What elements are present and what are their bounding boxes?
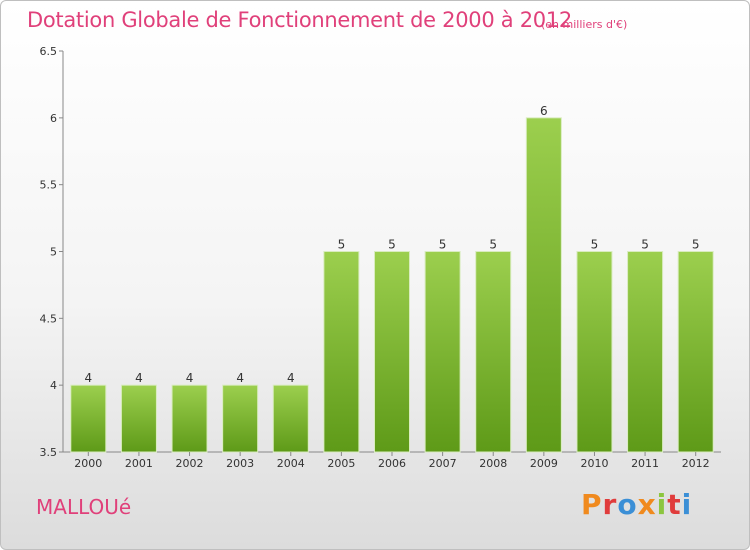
logo-letter: o bbox=[617, 488, 638, 521]
logo-letter: P bbox=[581, 488, 603, 521]
y-tick-label: 4 bbox=[50, 379, 57, 392]
logo-letter: i bbox=[681, 488, 693, 521]
bar-group: 4 bbox=[272, 371, 309, 453]
bar-value-label: 5 bbox=[489, 238, 497, 252]
x-tick-label: 2010 bbox=[580, 457, 608, 470]
bar bbox=[323, 251, 360, 453]
y-tick-label: 4.5 bbox=[40, 312, 58, 325]
bar bbox=[120, 384, 157, 453]
chart-title: Dotation Globale de Fonctionnement de 20… bbox=[27, 8, 572, 32]
y-tick-label: 5 bbox=[50, 246, 57, 259]
x-tick-label: 2001 bbox=[125, 457, 153, 470]
x-tick-label: 2002 bbox=[176, 457, 204, 470]
bar-value-label: 4 bbox=[84, 371, 92, 385]
x-tick-label: 2006 bbox=[378, 457, 406, 470]
y-tick-label: 3.5 bbox=[40, 446, 58, 459]
bar-value-label: 4 bbox=[236, 371, 244, 385]
bar bbox=[525, 117, 562, 453]
bar-value-label: 6 bbox=[540, 104, 548, 118]
y-tick-label: 5.5 bbox=[40, 179, 58, 192]
bar-value-label: 5 bbox=[591, 238, 599, 252]
y-tick-label: 6.5 bbox=[40, 45, 58, 58]
x-tick-label: 2005 bbox=[327, 457, 355, 470]
x-tick-label: 2008 bbox=[479, 457, 507, 470]
x-tick-label: 2011 bbox=[631, 457, 659, 470]
y-tick-label: 6 bbox=[50, 112, 57, 125]
x-tick-label: 2007 bbox=[429, 457, 457, 470]
proxiti-logo[interactable]: Proxiti bbox=[581, 488, 692, 521]
bar-group: 6 bbox=[525, 104, 562, 453]
bar-group: 4 bbox=[171, 371, 208, 453]
bar-value-label: 5 bbox=[388, 238, 396, 252]
bar-value-label: 5 bbox=[641, 238, 649, 252]
logo-letter: i bbox=[656, 488, 668, 521]
chart-subtitle: (en milliers d'€) bbox=[541, 18, 628, 31]
bar-group: 4 bbox=[120, 371, 157, 453]
x-tick-label: 2004 bbox=[277, 457, 305, 470]
bar-value-label: 4 bbox=[186, 371, 194, 385]
bar-group: 5 bbox=[323, 238, 360, 453]
bar-value-label: 4 bbox=[135, 371, 143, 385]
bar bbox=[576, 251, 613, 453]
bar-value-label: 4 bbox=[287, 371, 295, 385]
bar-value-label: 5 bbox=[338, 238, 346, 252]
bar-group: 5 bbox=[374, 238, 410, 453]
x-tick-label: 2012 bbox=[682, 457, 710, 470]
bar-value-label: 5 bbox=[692, 238, 700, 252]
bar bbox=[70, 384, 107, 453]
bar bbox=[627, 251, 664, 453]
bar-group: 5 bbox=[424, 238, 461, 453]
bar-group: 5 bbox=[576, 238, 613, 453]
bar-value-label: 5 bbox=[439, 238, 447, 252]
bar bbox=[374, 251, 410, 453]
place-name: MALLOUé bbox=[36, 495, 132, 519]
bar-group: 4 bbox=[222, 371, 259, 453]
bar bbox=[222, 384, 259, 453]
bar bbox=[272, 384, 309, 453]
x-tick-label: 2009 bbox=[530, 457, 558, 470]
bar bbox=[677, 251, 714, 453]
bar-group: 4 bbox=[70, 371, 107, 453]
bar bbox=[475, 251, 512, 453]
logo-letter: t bbox=[667, 488, 682, 521]
bar bbox=[424, 251, 461, 453]
bar-group: 5 bbox=[475, 238, 512, 453]
x-tick-label: 2000 bbox=[74, 457, 102, 470]
bar-group: 5 bbox=[627, 238, 664, 453]
x-tick-label: 2003 bbox=[226, 457, 254, 470]
bar-group: 5 bbox=[677, 238, 714, 453]
bar bbox=[171, 384, 208, 453]
logo-letter: r bbox=[602, 488, 618, 521]
logo-letter: x bbox=[637, 488, 657, 521]
